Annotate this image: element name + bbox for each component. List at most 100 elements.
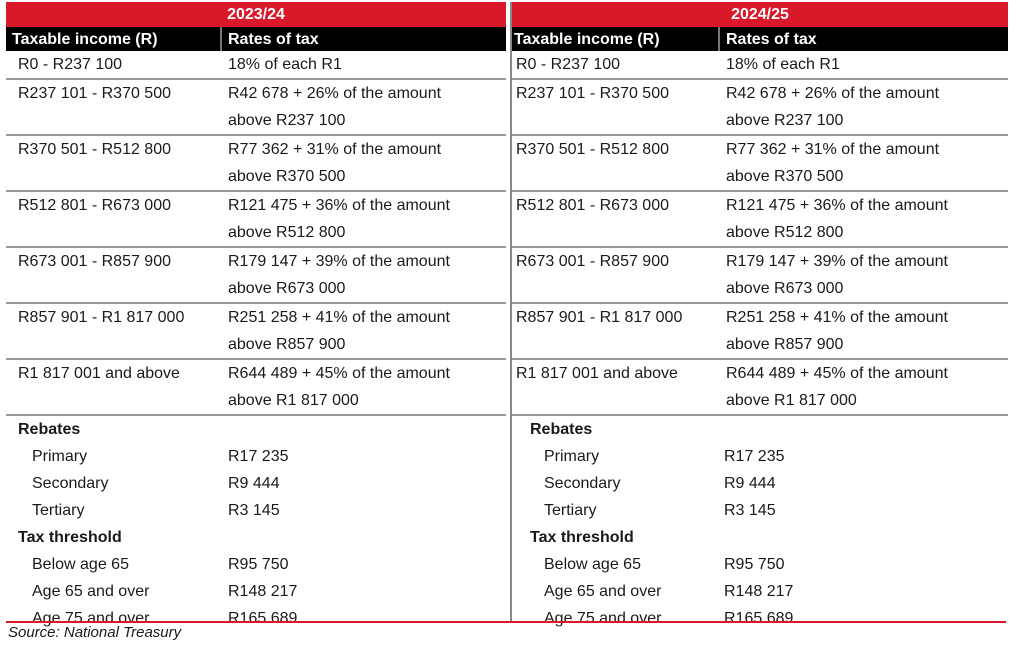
table-row: R1 817 001 and above R644 489 + 45% of th… bbox=[512, 360, 1008, 416]
tax-rate: R77 362 + 31% of the amount above R370 50… bbox=[720, 136, 1008, 190]
list-item: Age 65 and over R148 217 bbox=[6, 578, 506, 605]
tax-rate: R42 678 + 26% of the amount above R237 10… bbox=[222, 80, 506, 134]
list-item: Tertiary R3 145 bbox=[512, 497, 1008, 524]
tax-rate: 18% of each R1 bbox=[720, 51, 1008, 78]
tax-rate: R644 489 + 45% of the amount above R1 817… bbox=[720, 360, 1008, 414]
item-value: R165 689 bbox=[724, 610, 794, 627]
table-row: R370 501 - R512 800 R77 362 + 31% of the … bbox=[512, 136, 1008, 192]
tax-rate: R179 147 + 39% of the amount above R673 0… bbox=[720, 248, 1008, 302]
source-note: Source: National Treasury bbox=[8, 624, 182, 641]
tax-rate-line: above R673 000 bbox=[228, 280, 346, 297]
tax-rate-line: above R237 100 bbox=[726, 112, 844, 129]
item-value: R95 750 bbox=[228, 556, 289, 573]
table-row: R370 501 - R512 800 R77 362 + 31% of the … bbox=[6, 136, 506, 192]
tax-rate-line: R251 258 + 41% of the amount bbox=[726, 309, 948, 326]
table-row: R857 901 - R1 817 000 R251 258 + 41% of t… bbox=[6, 304, 506, 360]
item-value: R95 750 bbox=[724, 556, 785, 573]
item-label: Age 75 and over bbox=[544, 610, 662, 627]
section-title: Tax threshold bbox=[18, 529, 122, 546]
tax-rate-line: 18% of each R1 bbox=[228, 56, 342, 73]
tax-rate-line: R77 362 + 31% of the amount bbox=[726, 141, 940, 158]
tax-rate: R121 475 + 36% of the amount above R512 8… bbox=[222, 192, 506, 246]
section-title: Rebates bbox=[530, 421, 593, 438]
income-bracket: R370 501 - R512 800 bbox=[18, 141, 171, 158]
tax-rate: R179 147 + 39% of the amount above R673 0… bbox=[222, 248, 506, 302]
income-bracket: R0 - R237 100 bbox=[516, 56, 621, 73]
income-bracket: R673 001 - R857 900 bbox=[18, 253, 171, 270]
tax-rate-line: above R370 500 bbox=[726, 168, 844, 185]
table-row: R512 801 - R673 000 R121 475 + 36% of the… bbox=[512, 192, 1008, 248]
item-label: Age 65 and over bbox=[544, 583, 662, 600]
item-value: R148 217 bbox=[724, 583, 794, 600]
item-value: R165 689 bbox=[228, 610, 298, 627]
list-item: Below age 65 R95 750 bbox=[6, 551, 506, 578]
section-heading: Tax threshold bbox=[512, 524, 1008, 551]
item-value: R17 235 bbox=[228, 448, 289, 465]
tax-rate-line: above R1 817 000 bbox=[726, 392, 857, 409]
item-label: Below age 65 bbox=[544, 556, 641, 573]
tax-rate: R644 489 + 45% of the amount above R1 817… bbox=[222, 360, 506, 414]
income-bracket: R1 817 001 and above bbox=[18, 365, 180, 382]
item-value: R9 444 bbox=[228, 475, 280, 492]
item-value: R17 235 bbox=[724, 448, 785, 465]
table-2024-25: 2024/25 Taxable income (R) Rates of tax R0 … bbox=[510, 2, 1008, 627]
section-title: Tax threshold bbox=[530, 529, 634, 546]
column-header-income: Taxable income (R) bbox=[6, 27, 222, 51]
item-label: Tertiary bbox=[544, 502, 597, 519]
list-item: Age 65 and over R148 217 bbox=[512, 578, 1008, 605]
table-row: R0 - R237 100 18% of each R1 bbox=[512, 51, 1008, 80]
item-label: Secondary bbox=[544, 475, 621, 492]
tax-rate-line: R42 678 + 26% of the amount bbox=[726, 85, 940, 102]
item-value: R3 145 bbox=[724, 502, 776, 519]
column-header-row: Taxable income (R) Rates of tax bbox=[512, 27, 1008, 51]
column-header-row: Taxable income (R) Rates of tax bbox=[6, 27, 506, 51]
income-bracket: R1 817 001 and above bbox=[516, 365, 678, 382]
tax-rate: R77 362 + 31% of the amount above R370 50… bbox=[222, 136, 506, 190]
section-heading: Tax threshold bbox=[6, 524, 506, 551]
table-row: R857 901 - R1 817 000 R251 258 + 41% of t… bbox=[512, 304, 1008, 360]
tax-rate-line: above R673 000 bbox=[726, 280, 844, 297]
section-heading: Rebates bbox=[6, 416, 506, 443]
tax-rate-line: above R857 900 bbox=[228, 336, 346, 353]
income-bracket: R370 501 - R512 800 bbox=[516, 141, 669, 158]
list-item: Age 75 and over R165 689 bbox=[512, 605, 1008, 632]
year-header: 2023/24 bbox=[6, 2, 506, 27]
tax-rate-line: above R370 500 bbox=[228, 168, 346, 185]
tax-rate: R251 258 + 41% of the amount above R857 9… bbox=[222, 304, 506, 358]
tax-rate-line: above R237 100 bbox=[228, 112, 346, 129]
list-item: Secondary R9 444 bbox=[512, 470, 1008, 497]
column-header-income: Taxable income (R) bbox=[512, 27, 720, 51]
table-row: R673 001 - R857 900 R179 147 + 39% of the… bbox=[512, 248, 1008, 304]
tax-rate-line: above R1 817 000 bbox=[228, 392, 359, 409]
income-bracket: R857 901 - R1 817 000 bbox=[516, 309, 683, 326]
tax-rate: R251 258 + 41% of the amount above R857 9… bbox=[720, 304, 1008, 358]
tax-rate-line: 18% of each R1 bbox=[726, 56, 840, 73]
tax-rate-line: above R512 800 bbox=[726, 224, 844, 241]
table-row: R673 001 - R857 900 R179 147 + 39% of the… bbox=[6, 248, 506, 304]
table-row: R237 101 - R370 500 R42 678 + 26% of the … bbox=[512, 80, 1008, 136]
list-item: Primary R17 235 bbox=[512, 443, 1008, 470]
list-item: Secondary R9 444 bbox=[6, 470, 506, 497]
table-2023-24: 2023/24 Taxable income (R) Rates of tax R0 … bbox=[6, 2, 506, 632]
income-bracket: R237 101 - R370 500 bbox=[18, 85, 171, 102]
tax-rate-line: above R857 900 bbox=[726, 336, 844, 353]
section-title: Rebates bbox=[18, 421, 81, 438]
item-value: R9 444 bbox=[724, 475, 776, 492]
item-label: Primary bbox=[32, 448, 88, 465]
list-item: Primary R17 235 bbox=[6, 443, 506, 470]
item-label: Tertiary bbox=[32, 502, 85, 519]
income-bracket: R857 901 - R1 817 000 bbox=[18, 309, 185, 326]
tax-rate-line: R179 147 + 39% of the amount bbox=[726, 253, 948, 270]
tax-rate: R121 475 + 36% of the amount above R512 8… bbox=[720, 192, 1008, 246]
table-row: R237 101 - R370 500 R42 678 + 26% of the … bbox=[6, 80, 506, 136]
tax-rate-line: R644 489 + 45% of the amount bbox=[726, 365, 948, 382]
income-bracket: R512 801 - R673 000 bbox=[18, 197, 171, 214]
tax-rate-line: R644 489 + 45% of the amount bbox=[228, 365, 450, 382]
item-label: Secondary bbox=[32, 475, 109, 492]
item-value: R148 217 bbox=[228, 583, 298, 600]
tax-rate-line: R179 147 + 39% of the amount bbox=[228, 253, 450, 270]
tax-rate: R42 678 + 26% of the amount above R237 10… bbox=[720, 80, 1008, 134]
item-value: R3 145 bbox=[228, 502, 280, 519]
tax-rate-line: R77 362 + 31% of the amount bbox=[228, 141, 442, 158]
item-label: Age 65 and over bbox=[32, 583, 150, 600]
